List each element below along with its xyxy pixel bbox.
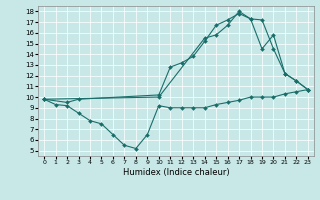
X-axis label: Humidex (Indice chaleur): Humidex (Indice chaleur) xyxy=(123,168,229,177)
